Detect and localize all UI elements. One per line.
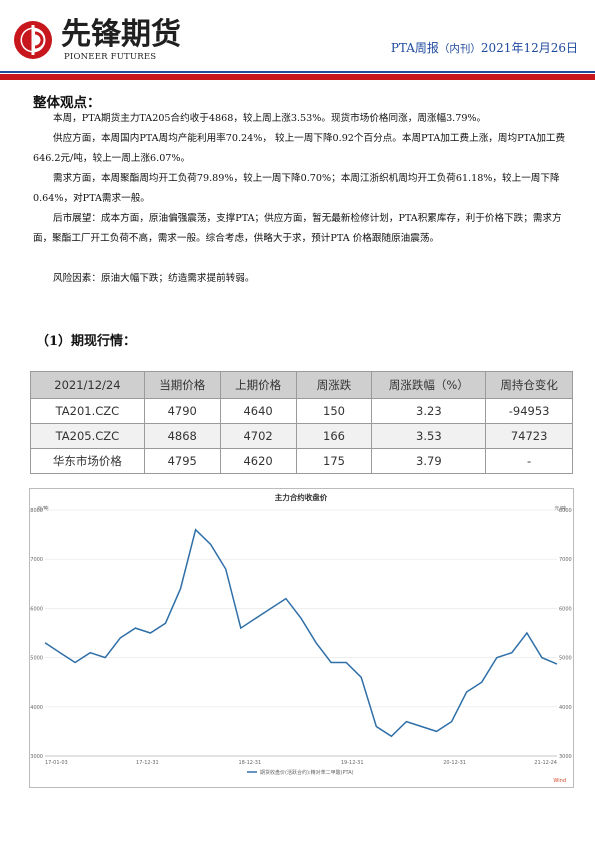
source-label: Wind <box>553 778 566 784</box>
table-cell: 4640 <box>219 398 297 424</box>
y-tick-label-right: 6000 <box>559 606 572 612</box>
y-axis-label-left: 元/吨 <box>37 505 49 512</box>
y-tick-label-right: 3000 <box>559 754 572 760</box>
table-cell: 4702 <box>219 423 297 449</box>
price-table: 2021/12/24 当期价格 上期价格 周涨跌 周涨跌幅（%） 周持仓变化 T… <box>30 371 573 474</box>
price-chart: 主力合约收盘价 元/吨 元/吨 3000 3000 4000 4000 5000 5000… <box>29 488 574 788</box>
column-header: 上期价格 <box>219 371 297 399</box>
y-tick-label-left: 4000 <box>30 705 43 711</box>
summary-paragraph-3: 需求方面，本周聚酯周均开工负荷79.89%，较上一周下降0.70%；本周江浙织机… <box>33 173 560 204</box>
x-tick-label: 20-12-31 <box>443 760 466 766</box>
table-row: TA205.CZC 4868 4702 166 3.53 74723 <box>30 423 573 449</box>
table-cell: 4795 <box>143 448 221 474</box>
column-header: 2021/12/24 <box>30 371 145 399</box>
table-cell: 74723 <box>485 423 573 449</box>
table-cell: TA205.CZC <box>30 423 145 449</box>
table-row: TA201.CZC 4790 4640 150 3.23 -94953 <box>30 398 573 424</box>
price-chart-svg: 主力合约收盘价 元/吨 元/吨 3000 3000 4000 4000 5000 5000… <box>29 488 574 788</box>
section-heading: 整体观点： <box>33 95 101 111</box>
table-row: 华东市场价格 4795 4620 175 3.79 - <box>30 448 573 474</box>
company-logo-text: 先锋期货 <box>61 17 181 52</box>
table-cell: 4620 <box>219 448 297 474</box>
y-tick-label-right: 8000 <box>559 508 572 514</box>
summary-paragraph-4: 后市展望：成本方面，原油偏强震荡，支撑PTA；供应方面，暂无最新检修计划，PTA… <box>33 213 562 244</box>
table-header-row: 2021/12/24 当期价格 上期价格 周涨跌 周涨跌幅（%） 周持仓变化 <box>30 371 573 399</box>
y-tick-label-right: 7000 <box>559 557 572 563</box>
chart-title: 主力合约收盘价 <box>275 492 328 502</box>
summary-paragraph-2: 供应方面，本周国内PTA周均产能利用率70.24%， 较上一周下降0.92个百分… <box>33 133 566 164</box>
chart-legend: 期货收盘价(活跃合约):精对苯二甲酸(PTA) <box>247 769 354 776</box>
y-axis-label-right: 元/吨 <box>554 505 566 512</box>
pioneer-logo-icon <box>14 21 52 59</box>
y-tick-label-left: 3000 <box>30 754 43 760</box>
header-divider <box>0 71 595 80</box>
y-tick-label-right: 5000 <box>559 656 572 662</box>
report-title: PTA周报（内刊）2021年12月26日 <box>391 39 578 56</box>
company-logo-english: PIONEER FUTURES <box>64 52 157 62</box>
table-cell: 175 <box>295 448 373 474</box>
report-tag: （内刊） <box>438 43 481 55</box>
column-header: 周涨跌 <box>295 371 373 399</box>
y-tick-label-right: 4000 <box>559 705 572 711</box>
column-header: 周持仓变化 <box>485 371 573 399</box>
y-tick-label-left: 5000 <box>30 656 43 662</box>
report-date: 2021年12月26日 <box>480 41 578 55</box>
column-header: 当期价格 <box>143 371 221 399</box>
market-heading: （1）期现行情： <box>36 334 137 349</box>
table-cell: -94953 <box>485 398 573 424</box>
column-header: 周涨跌幅（%） <box>371 371 487 399</box>
table-cell: 3.53 <box>371 423 487 449</box>
x-tick-label: 18-12-31 <box>238 760 261 766</box>
report-name: PTA周报 <box>390 41 439 55</box>
summary-paragraph-5: 风险因素：原油大幅下跌；纺造需求提前转弱。 <box>53 273 255 284</box>
table-cell: 华东市场价格 <box>30 448 145 474</box>
x-tick-label: 21-12-24 <box>534 760 557 766</box>
y-tick-label-left: 8000 <box>30 508 43 514</box>
summary-paragraph-1: 本周，PTA期货主力TA205合约收于4868，较上周上涨3.53%。现货市场价… <box>53 113 487 124</box>
x-tick-label: 17-12-31 <box>136 760 159 766</box>
series-line <box>44 528 558 738</box>
table-cell: 3.79 <box>371 448 487 474</box>
table-cell: 4790 <box>143 398 221 424</box>
table-cell: TA201.CZC <box>30 398 145 424</box>
table-cell: 4868 <box>143 423 221 449</box>
table-cell: 150 <box>295 398 373 424</box>
table-cell: 166 <box>295 423 373 449</box>
x-tick-label: 17-01-03 <box>45 760 68 766</box>
table-cell: 3.23 <box>371 398 487 424</box>
y-tick-label-left: 7000 <box>30 557 43 563</box>
y-tick-label-left: 6000 <box>30 606 43 612</box>
x-tick-label: 19-12-31 <box>341 760 364 766</box>
legend-label: 期货收盘价(活跃合约):精对苯二甲酸(PTA) <box>260 769 354 776</box>
table-cell: - <box>485 448 573 474</box>
